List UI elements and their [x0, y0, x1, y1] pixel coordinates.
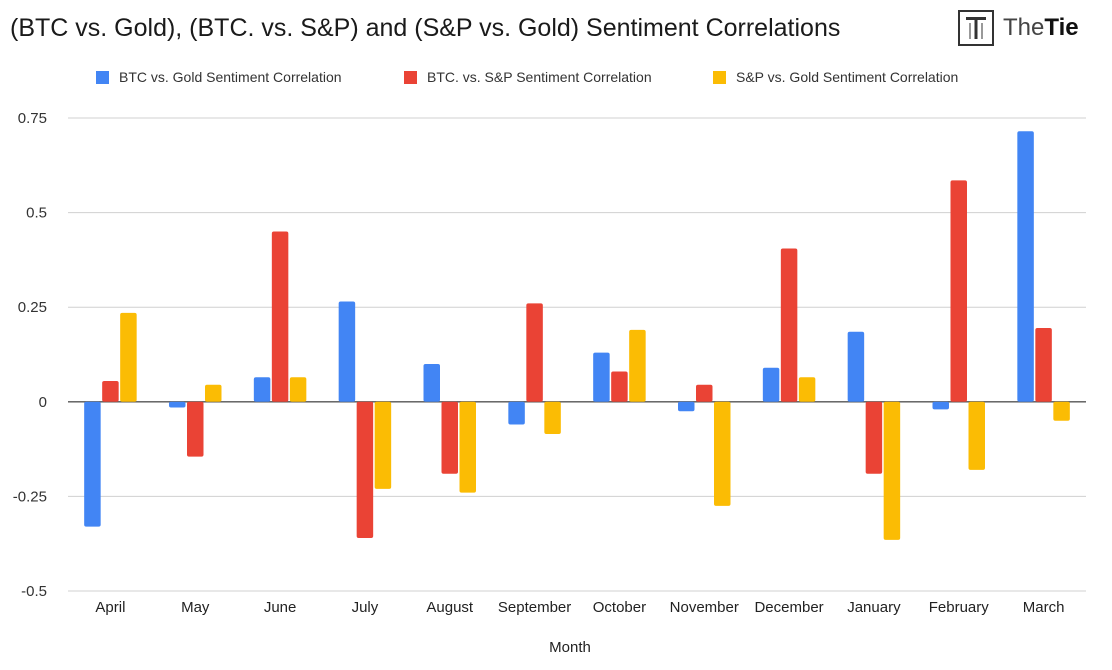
- x-category-label: July: [352, 599, 379, 616]
- bar-btc-gold-november: [678, 402, 695, 411]
- y-tick-label: -0.25: [13, 488, 47, 505]
- x-category-label: January: [847, 599, 901, 616]
- bar-btc-gold-september: [508, 402, 525, 425]
- bar-btc-gold-june: [254, 377, 270, 402]
- bar-btc-sp-january: [866, 402, 883, 474]
- bar-sp-gold-february: [969, 402, 986, 470]
- x-category-label: September: [498, 599, 571, 616]
- bar-btc-sp-september: [526, 303, 543, 401]
- x-axis-title: Month: [549, 639, 591, 656]
- x-category-label: March: [1023, 599, 1065, 616]
- bar-btc-sp-august: [442, 402, 459, 474]
- bar-btc-gold-august: [424, 364, 441, 402]
- x-axis-categories: April May June July August September October No…: [95, 599, 1064, 616]
- bar-sp-gold-august: [460, 402, 477, 493]
- bars: [84, 131, 1070, 540]
- x-category-label: November: [670, 599, 739, 616]
- y-tick-label: -0.5: [21, 583, 47, 600]
- bar-btc-sp-november: [696, 385, 713, 402]
- x-category-label: February: [929, 599, 990, 616]
- x-category-label: April: [95, 599, 125, 616]
- bar-btc-sp-february: [951, 180, 968, 401]
- bar-sp-gold-april: [120, 313, 136, 402]
- bar-sp-gold-march: [1053, 402, 1070, 421]
- bar-btc-gold-may: [169, 402, 186, 408]
- x-category-label: May: [181, 599, 210, 616]
- bar-sp-gold-may: [205, 385, 222, 402]
- bar-btc-sp-may: [187, 402, 204, 457]
- bar-sp-gold-july: [375, 402, 392, 489]
- gridlines: [68, 118, 1086, 591]
- bar-btc-gold-april: [84, 402, 101, 527]
- bar-btc-sp-march: [1035, 328, 1052, 402]
- bar-btc-sp-october: [611, 372, 628, 402]
- bar-btc-sp-april: [102, 381, 119, 402]
- x-category-label: June: [264, 599, 297, 616]
- bar-sp-gold-june: [290, 377, 307, 402]
- bar-btc-gold-december: [763, 368, 780, 402]
- bar-btc-sp-december: [781, 249, 798, 402]
- bar-sp-gold-december: [799, 377, 816, 402]
- bar-btc-gold-january: [848, 332, 865, 402]
- bar-btc-sp-july: [357, 402, 374, 538]
- y-tick-label: 0.75: [18, 110, 47, 127]
- y-axis-ticks: 0.75 0.5 0.25 0 -0.25 -0.5: [13, 110, 47, 600]
- bar-sp-gold-january: [884, 402, 901, 540]
- bar-sp-gold-september: [544, 402, 561, 434]
- bar-chart: 0.75 0.5 0.25 0 -0.25 -0.5 April May June July Au…: [0, 0, 1112, 670]
- bar-btc-gold-july: [339, 302, 356, 402]
- x-category-label: December: [754, 599, 823, 616]
- bar-btc-gold-february: [933, 402, 950, 410]
- bar-sp-gold-october: [629, 330, 646, 402]
- bar-sp-gold-november: [714, 402, 731, 506]
- bar-btc-gold-march: [1017, 131, 1033, 402]
- bar-btc-sp-june: [272, 232, 289, 402]
- y-tick-label: 0.5: [26, 205, 47, 222]
- y-tick-label: 0: [39, 394, 47, 411]
- y-tick-label: 0.25: [18, 299, 47, 316]
- bar-btc-gold-october: [593, 353, 610, 402]
- x-category-label: October: [593, 599, 646, 616]
- x-category-label: August: [426, 599, 474, 616]
